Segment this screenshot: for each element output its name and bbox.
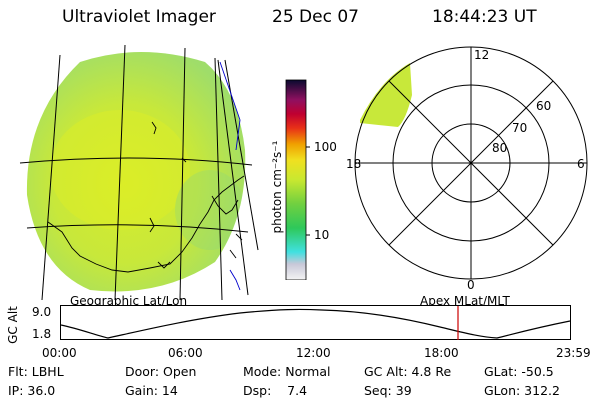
colorbar-tick-10: 10: [314, 228, 330, 242]
mlt-label-12: 12: [474, 48, 490, 62]
status-gc-alt: GC Alt: 4.8 Re: [364, 364, 452, 379]
colorbar-unit-label: photon cm⁻²s⁻¹: [270, 140, 284, 234]
auroral-oval-patch: [360, 63, 412, 127]
timeline-ytick-9: 9.0: [32, 305, 52, 319]
status-ip: IP: 36.0: [8, 383, 56, 398]
geo-grid: [19, 44, 259, 300]
mlt-label-0: 0: [467, 278, 475, 292]
geographic-label: Geographic Lat/Lon: [70, 294, 188, 308]
status-glat: GLat: -50.5: [484, 364, 554, 379]
timeline-xtick-0000: 00:00: [42, 346, 77, 360]
mlt-label-6: 6: [577, 157, 585, 171]
timeline-axis-title: GC Alt: [6, 306, 20, 344]
status-gain: Gain: 14: [125, 383, 178, 398]
status-glon: GLon: 312.2: [484, 383, 560, 398]
apex-label: Apex MLat/MLT: [420, 294, 510, 308]
polar-plot: [354, 46, 588, 280]
timeline-ytick-1-8: 1.8: [32, 327, 52, 341]
lat-label-70: 70: [512, 121, 528, 135]
colorbar-tick-100: 100: [314, 140, 337, 154]
instrument-title: Ultraviolet Imager: [62, 7, 216, 27]
timeline-xtick-1200: 12:00: [296, 346, 331, 360]
earth-disk: [26, 52, 246, 292]
status-seq: Seq: 39: [364, 383, 412, 398]
timeline-xtick-2359: 23:59: [556, 346, 591, 360]
coastline: [47, 121, 245, 273]
geographic-image: [19, 44, 259, 300]
status-flt: Flt: LBHL: [8, 364, 64, 379]
mlt-label-18: 18: [346, 157, 362, 171]
observation-date: 25 Dec 07: [272, 7, 359, 27]
status-dsp: Dsp: 7.4: [243, 383, 308, 398]
observation-time: 18:44:23 UT: [432, 7, 537, 27]
lat-label-60: 60: [536, 99, 552, 113]
timeline-xtick-0600: 06:00: [168, 346, 203, 360]
timeline-plot: [60, 305, 571, 340]
timeline-xtick-1800: 18:00: [424, 346, 459, 360]
altitude-curve: [60, 308, 571, 339]
status-door: Door: Open: [125, 364, 197, 379]
colorbar: [285, 79, 310, 280]
lat-label-80: 80: [492, 141, 508, 155]
status-mode: Mode: Normal: [243, 364, 331, 379]
